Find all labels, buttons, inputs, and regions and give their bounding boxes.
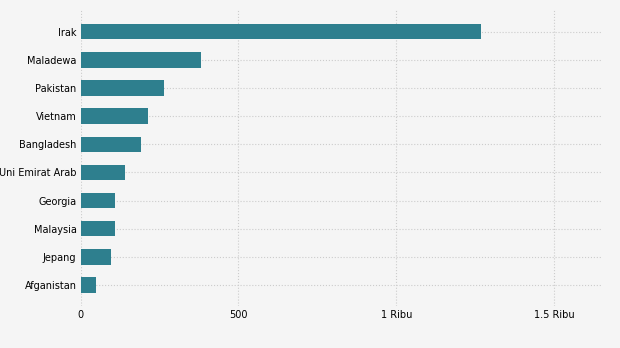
- Bar: [81, 277, 96, 293]
- Bar: [81, 249, 110, 264]
- Bar: [81, 193, 115, 208]
- Bar: [81, 136, 141, 152]
- Bar: [81, 108, 148, 124]
- Bar: [81, 80, 164, 96]
- Bar: [81, 52, 200, 68]
- Bar: [81, 165, 125, 180]
- Bar: [81, 221, 115, 237]
- Bar: [81, 24, 482, 39]
